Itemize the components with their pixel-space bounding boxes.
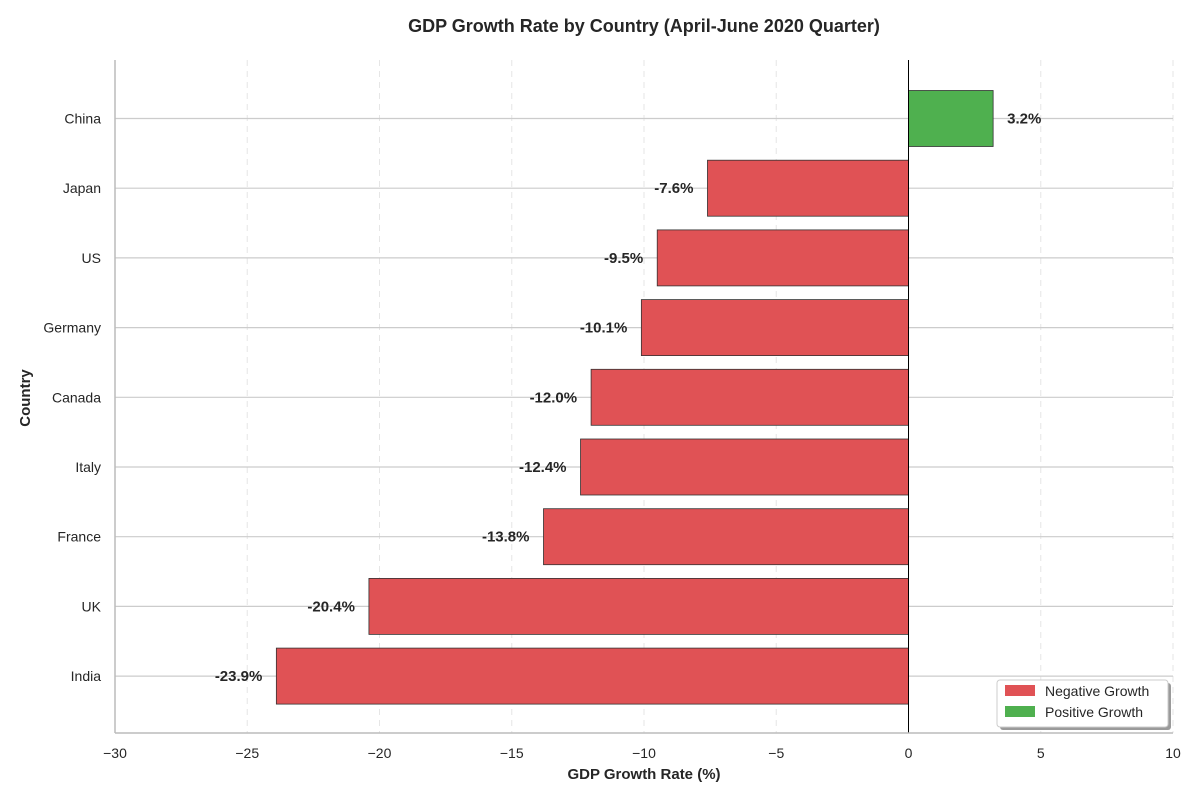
legend-swatch	[1005, 685, 1035, 696]
x-tick-label: −15	[500, 745, 524, 761]
data-label: -12.4%	[519, 459, 567, 476]
x-tick-label: 10	[1165, 745, 1181, 761]
bar	[908, 90, 994, 147]
y-axis-label: Country	[17, 369, 34, 427]
x-tick-label: −20	[368, 745, 392, 761]
x-tick-label: −5	[768, 745, 784, 761]
bar	[368, 578, 909, 635]
x-tick-label: −25	[235, 745, 259, 761]
x-tick-label: 5	[1037, 745, 1045, 761]
y-tick-label: US	[82, 250, 101, 266]
x-tick-label: −10	[632, 745, 656, 761]
data-label: -13.8%	[482, 529, 530, 546]
bar	[275, 647, 909, 705]
bar	[543, 508, 909, 566]
legend-label: Positive Growth	[1045, 704, 1143, 720]
data-label: -10.1%	[580, 320, 628, 337]
y-tick-label: Japan	[63, 180, 101, 196]
bar	[590, 368, 909, 426]
data-label: 3.2%	[1007, 111, 1041, 128]
y-tick-label: France	[57, 529, 101, 545]
x-tick-label: 0	[905, 745, 913, 761]
bar	[656, 229, 909, 287]
data-label: -20.4%	[307, 598, 355, 615]
data-label: -23.9%	[215, 668, 263, 685]
data-label: -7.6%	[654, 180, 693, 197]
y-tick-label: India	[71, 668, 102, 684]
y-tick-label: UK	[82, 598, 102, 614]
bar	[580, 438, 909, 496]
legend-swatch	[1005, 706, 1035, 717]
bar	[707, 159, 909, 217]
legend-label: Negative Growth	[1045, 683, 1149, 699]
data-label: -9.5%	[604, 250, 643, 267]
y-tick-label: Canada	[52, 389, 101, 405]
x-tick-label: −30	[103, 745, 127, 761]
y-tick-label: Germany	[43, 320, 101, 336]
bar	[640, 299, 909, 357]
legend-box	[996, 679, 1169, 728]
y-tick-label: China	[64, 111, 101, 127]
x-axis-label: GDP Growth Rate (%)	[567, 766, 720, 783]
chart-title: GDP Growth Rate by Country (April-June 2…	[408, 16, 880, 36]
y-tick-label: Italy	[75, 459, 101, 475]
data-label: -12.0%	[530, 389, 578, 406]
